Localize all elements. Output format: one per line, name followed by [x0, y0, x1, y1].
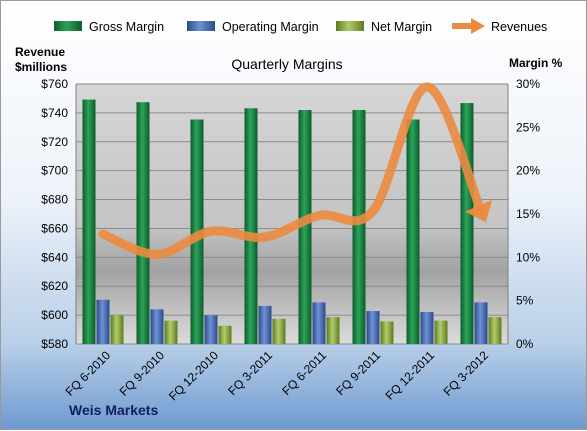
- left-axis-ticks: $580 $600 $620 $640 $660 $680 $700 $720 $740 $760: [41, 77, 68, 351]
- net-margin-bar: [381, 321, 394, 344]
- legend: Gross Margin Operating Margin Net Margin…: [54, 18, 547, 34]
- gross-margin-bar: [137, 102, 150, 344]
- right-tick-label: 0%: [516, 337, 534, 351]
- net-margin-bar: [219, 326, 232, 344]
- x-tick-label: FQ 9-2011: [333, 348, 383, 398]
- left-axis-label-line2: $millions: [15, 60, 67, 74]
- right-tick-label: 5%: [516, 294, 534, 308]
- right-tick-label: 30%: [516, 77, 540, 91]
- left-tick-label: $580: [41, 337, 68, 351]
- legend-label-operating-margin: Operating Margin: [222, 20, 319, 34]
- x-tick-label: FQ 6-2010: [63, 348, 114, 399]
- right-tick-label: 20%: [516, 164, 540, 178]
- gross-margin-bar: [407, 120, 420, 344]
- right-axis-ticks: 0% 5% 10% 15% 20% 25% 30%: [516, 77, 540, 351]
- chart-title: Quarterly Margins: [231, 56, 342, 72]
- operating-margin-bar: [313, 302, 326, 344]
- left-tick-label: $600: [41, 308, 68, 322]
- left-tick-label: $620: [41, 279, 68, 293]
- net-margin-bar: [111, 315, 124, 344]
- left-tick-label: $740: [41, 106, 68, 120]
- operating-margin-bar: [205, 315, 218, 344]
- operating-margin-bar: [97, 300, 110, 344]
- legend-swatch-operating-margin: [187, 21, 215, 31]
- legend-swatch-net-margin: [336, 21, 364, 31]
- gross-margin-bar: [461, 103, 474, 344]
- legend-label-gross-margin: Gross Margin: [89, 20, 164, 34]
- left-axis-label-line1: Revenue: [15, 45, 65, 59]
- right-tick-label: 25%: [516, 120, 540, 134]
- left-tick-label: $700: [41, 164, 68, 178]
- gross-margin-bar: [353, 110, 366, 344]
- net-margin-bar: [435, 321, 448, 344]
- left-tick-label: $720: [41, 135, 68, 149]
- x-tick-label: FQ 3-2012: [441, 348, 492, 399]
- right-tick-label: 15%: [516, 207, 540, 221]
- x-tick-label: FQ 3-2011: [225, 348, 275, 398]
- right-tick-label: 10%: [516, 250, 540, 264]
- company-name: Weis Markets: [69, 402, 158, 418]
- legend-swatch-revenues: [452, 18, 485, 34]
- operating-margin-bar: [151, 309, 164, 344]
- x-tick-label: FQ 12-2010: [166, 348, 221, 403]
- legend-swatch-gross-margin: [54, 21, 82, 31]
- legend-label-revenues: Revenues: [491, 20, 547, 34]
- x-tick-label: FQ 12-2011: [383, 348, 438, 403]
- net-margin-bar: [327, 317, 340, 344]
- operating-margin-bar: [367, 311, 380, 344]
- left-tick-label: $760: [41, 77, 68, 91]
- left-tick-label: $680: [41, 193, 68, 207]
- gross-margin-bar: [83, 100, 96, 344]
- operating-margin-bar: [421, 312, 434, 344]
- left-tick-label: $660: [41, 221, 68, 235]
- net-margin-bar: [165, 321, 178, 344]
- operating-margin-bar: [475, 302, 488, 344]
- net-margin-bar: [273, 319, 286, 344]
- net-margin-bar: [489, 317, 502, 344]
- legend-label-net-margin: Net Margin: [371, 20, 432, 34]
- x-tick-label: FQ 6-2011: [279, 348, 329, 398]
- left-tick-label: $640: [41, 250, 68, 264]
- gross-margin-bar: [245, 108, 258, 344]
- operating-margin-bar: [259, 306, 272, 344]
- x-tick-label: FQ 9-2010: [117, 348, 168, 399]
- right-axis-label: Margin %: [509, 56, 563, 70]
